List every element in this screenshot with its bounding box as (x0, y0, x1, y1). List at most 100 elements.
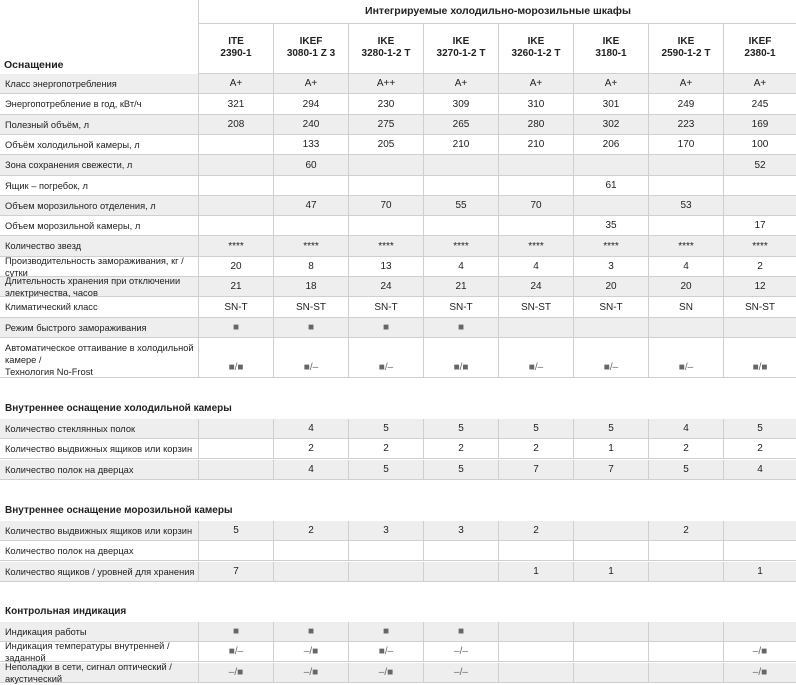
table-cell (423, 176, 498, 195)
table-cell: 7 (498, 460, 573, 479)
table-cell: 5 (348, 419, 423, 438)
table-cell: 4 (648, 257, 723, 276)
table-cell: 7 (573, 460, 648, 479)
row-label-line: Автоматическое оттаивание в холодильной … (5, 343, 194, 365)
table-cell: 24 (348, 277, 423, 296)
row-label: Количество выдвижных ящиков или корзин (0, 521, 198, 540)
table-row: Количество звезд **** **** **** **** **** ****… (0, 236, 796, 257)
table-cell: 5 (198, 521, 273, 540)
table-cell: 4 (648, 419, 723, 438)
table-cell: –/■ (723, 642, 796, 661)
table-cell: ■/■ (198, 338, 273, 377)
table-cell (198, 419, 273, 438)
table-cell: 21 (198, 277, 273, 296)
table-cell (198, 439, 273, 458)
table-cell: 4 (723, 460, 796, 479)
model-line: IKEF (748, 36, 772, 47)
table-cell: 60 (273, 155, 348, 175)
table-cell: ■/– (273, 338, 348, 377)
table-cell: 8 (273, 257, 348, 276)
table-cell: 12 (723, 277, 796, 296)
model-line: IKE (602, 36, 620, 47)
table-cell: 230 (348, 94, 423, 114)
table-cell: 1 (498, 562, 573, 581)
table-cell: 2 (723, 257, 796, 276)
table-cell: 2 (498, 439, 573, 458)
row-label: Количество полок на дверцах (5, 545, 134, 556)
table-cell: 310 (498, 94, 573, 114)
table-row: Количество выдвижных ящиков или корзин 5 2… (0, 521, 796, 541)
table-cell (723, 318, 796, 337)
table-cell (273, 216, 348, 235)
table-cell (273, 541, 348, 560)
table-cell: 240 (273, 115, 348, 134)
table-cell: –/■ (348, 663, 423, 682)
table-cell (498, 216, 573, 235)
table-cell: –/■ (198, 663, 273, 682)
table-cell: ■/– (198, 642, 273, 661)
table-cell: 2 (348, 439, 423, 458)
table-cell: ■/– (348, 338, 423, 377)
table-cell: 20 (648, 277, 723, 296)
row-label: Количество звезд (0, 236, 198, 256)
table-cell: 2 (723, 439, 796, 458)
row-label: Объём холодильной камеры, л (5, 139, 140, 150)
table-cell (573, 155, 648, 175)
table-row: Производительность замораживания, кг / с… (0, 255, 796, 278)
model-header: IKEF 3080-1 Z 3 (273, 24, 348, 74)
model-header: IKE 2590-1-2 T (648, 24, 723, 74)
table-cell (198, 155, 273, 175)
model-line: 3270-1-2 T (436, 48, 486, 59)
row-label: Производительность замораживания, кг / с… (5, 255, 184, 278)
table-cell: 7 (198, 562, 273, 581)
table-row: Количество стеклянных полок 4 5 5 5 5 4 5 (0, 419, 796, 439)
table-cell: 24 (498, 277, 573, 296)
table-row: Объем морозильной камеры, л 35 17 (0, 216, 796, 236)
table-cell: A+ (498, 74, 573, 93)
table-cell: 20 (573, 277, 648, 296)
section-title: Внутреннее оснащение морозильной камеры (5, 505, 233, 516)
table-cell: **** (423, 236, 498, 256)
table-cell (648, 562, 723, 581)
table-cell (498, 176, 573, 195)
table-cell: 2 (648, 439, 723, 458)
row-label: Неполадки в сети, сигнал оптический / ак… (0, 662, 198, 684)
model-line: 3260-1-2 T (511, 48, 561, 59)
table-cell: SN-T (198, 297, 273, 317)
model-line: 2590-1-2 T (661, 48, 711, 59)
table-cell: **** (348, 236, 423, 256)
table-cell: **** (648, 236, 723, 256)
table-cell (273, 562, 348, 581)
table-cell (273, 176, 348, 195)
table-cell: ■/■ (723, 338, 796, 377)
table-cell: **** (498, 236, 573, 256)
row-label: Длительность хранения при отключении эле… (0, 276, 198, 298)
table-cell: 2 (423, 439, 498, 458)
table-cell: ■/– (498, 338, 573, 377)
table-cell: 53 (648, 196, 723, 215)
row-label: Ящик – погребок, л (5, 180, 88, 191)
table-cell (498, 642, 573, 661)
row-label: Индикация температуры внутренней / задан… (5, 640, 170, 663)
table-row: Индикация температуры внутренней / задан… (0, 640, 796, 663)
table-cell: ■/■ (423, 338, 498, 377)
model-header: IKEF 2380-1 (723, 24, 796, 74)
table-cell (423, 155, 498, 175)
table-cell: 169 (723, 115, 796, 134)
table-cell: 70 (348, 196, 423, 215)
table-cell (723, 622, 796, 641)
table-cell: SN-T (573, 297, 648, 317)
table-row: Автоматическое оттаивание в холодильной … (0, 338, 796, 378)
table-cell: 5 (423, 460, 498, 479)
row-label: Объем морозильного отделения, л (0, 196, 198, 215)
table-cell: 55 (423, 196, 498, 215)
table-cell: 205 (348, 135, 423, 154)
table-row: Режим быстрого замораживания ■ ■ ■ ■ (0, 318, 796, 338)
table-cell: 1 (723, 562, 796, 581)
table-cell: 2 (273, 521, 348, 540)
table-cell: 302 (573, 115, 648, 134)
table-cell: ■ (198, 318, 273, 337)
row-label: Количество ящиков / уровней для хранения (0, 562, 198, 581)
table-row: Количество полок на дверцах (0, 541, 796, 561)
